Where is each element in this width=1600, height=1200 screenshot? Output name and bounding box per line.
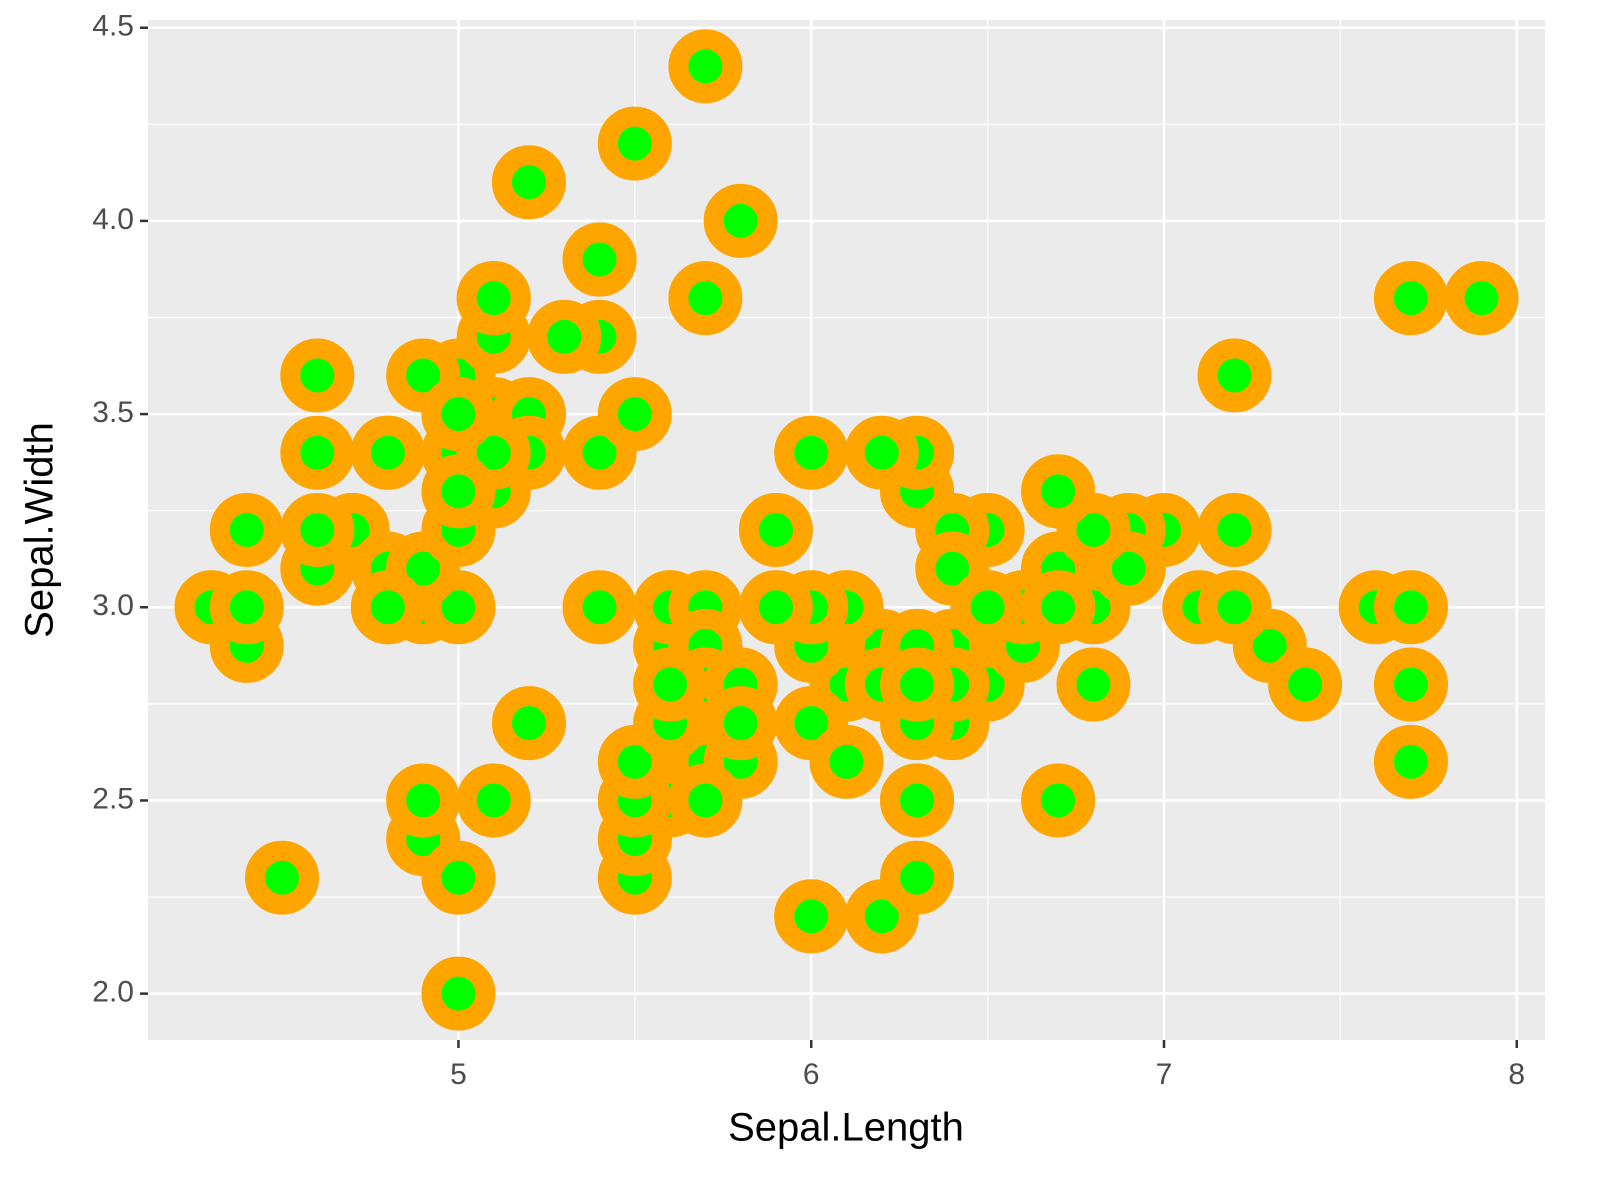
- y-tick-label: 4.0: [92, 203, 134, 236]
- y-axis-title: Sepal.Width: [18, 422, 62, 638]
- point: [880, 647, 955, 722]
- y-tick-label: 3.5: [92, 396, 134, 429]
- point: [209, 493, 284, 567]
- y-tick-label: 2.0: [92, 976, 134, 1009]
- point: [668, 261, 743, 336]
- x-tick-label: 6: [803, 1058, 820, 1091]
- point: [1197, 338, 1272, 413]
- point: [350, 415, 425, 490]
- point: [1197, 493, 1272, 567]
- point: [950, 570, 1025, 645]
- y-tick-label: 3.0: [92, 589, 134, 622]
- point: [492, 145, 566, 220]
- point: [527, 299, 602, 374]
- x-tick-label: 8: [1508, 1058, 1525, 1091]
- point: [421, 840, 496, 915]
- point: [703, 686, 778, 761]
- point: [386, 763, 461, 838]
- point: [1197, 570, 1272, 645]
- point: [597, 377, 672, 452]
- point: [774, 415, 849, 490]
- point: [633, 647, 708, 722]
- point: [738, 493, 813, 567]
- point: [1021, 763, 1096, 838]
- point: [421, 454, 496, 529]
- point: [421, 377, 496, 452]
- point: [1021, 570, 1096, 645]
- point: [703, 183, 778, 258]
- point: [456, 261, 531, 336]
- point: [1373, 570, 1448, 645]
- point: [245, 840, 320, 915]
- y-tick-label: 4.5: [92, 10, 134, 43]
- point: [456, 763, 531, 838]
- point: [738, 570, 813, 645]
- point: [774, 879, 849, 954]
- point: [350, 570, 425, 645]
- point: [668, 29, 743, 104]
- point: [562, 570, 637, 645]
- point: [492, 686, 566, 761]
- point: [1373, 261, 1448, 336]
- point: [844, 415, 919, 490]
- point: [1373, 647, 1448, 722]
- x-axis-title: Sepal.Length: [728, 1106, 964, 1150]
- point: [880, 763, 955, 838]
- point: [280, 338, 355, 413]
- point: [1268, 647, 1343, 722]
- point: [280, 493, 355, 567]
- x-tick-label: 5: [450, 1058, 467, 1091]
- x-tick-label: 7: [1156, 1058, 1173, 1091]
- point: [1373, 724, 1448, 799]
- point: [809, 724, 884, 799]
- point: [280, 415, 355, 490]
- point: [1444, 261, 1519, 336]
- point: [421, 956, 496, 1031]
- point: [880, 840, 955, 915]
- point: [209, 570, 284, 645]
- y-tick-label: 2.5: [92, 782, 134, 815]
- point: [668, 763, 743, 838]
- point: [597, 106, 672, 181]
- point: [562, 222, 637, 297]
- point: [1056, 647, 1131, 722]
- point: [1021, 454, 1096, 529]
